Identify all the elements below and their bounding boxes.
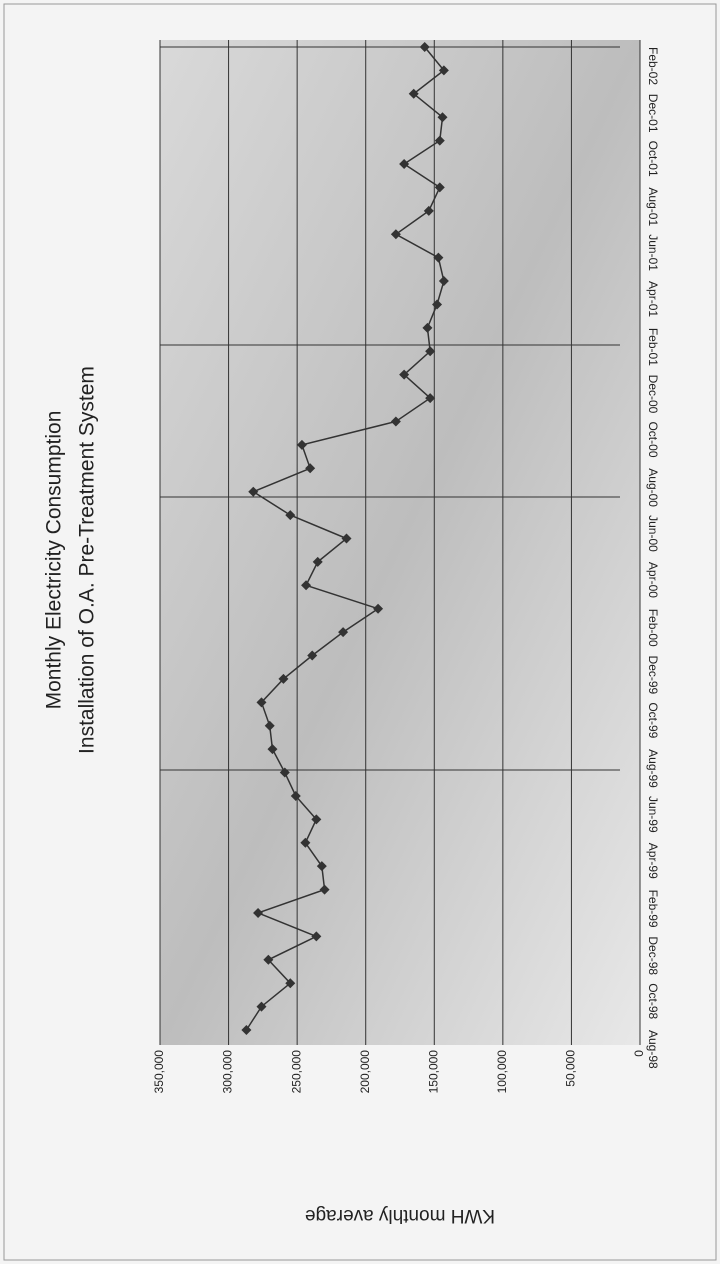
x-tick-label: Aug-99 <box>646 749 660 788</box>
chart-subtitle: Installation of O.A. Pre-Treatment Syste… <box>76 366 99 754</box>
plot-background <box>160 40 640 1045</box>
y-axis-title: KWH monthly average <box>305 1205 495 1226</box>
x-tick-label: Feb-01 <box>646 328 660 366</box>
y-tick-label: 350,000 <box>152 1050 166 1094</box>
x-tick-label: Apr-01 <box>646 281 660 317</box>
x-tick-label: Oct-99 <box>646 702 660 738</box>
y-tick-label: 0 <box>632 1050 646 1057</box>
x-tick-label: Feb-99 <box>646 890 660 928</box>
x-tick-label: Aug-98 <box>646 1030 660 1069</box>
x-tick-label: Dec-01 <box>646 94 660 133</box>
x-tick-label: Oct-98 <box>646 983 660 1019</box>
x-tick-label: Apr-99 <box>646 843 660 879</box>
x-tick-label: Jun-00 <box>646 515 660 552</box>
y-tick-label: 50,000 <box>564 1050 578 1087</box>
chart: Monthly Electricity Consumption Installa… <box>0 0 720 1264</box>
chart-title: Monthly Electricity Consumption <box>43 411 66 710</box>
x-tick-label: Apr-00 <box>646 562 660 598</box>
y-tick-label: 250,000 <box>289 1050 303 1094</box>
x-tick-label: Oct-00 <box>646 421 660 457</box>
x-tick-label: Oct-01 <box>646 141 660 177</box>
x-tick-label: Feb-00 <box>646 609 660 647</box>
y-tick-label: 200,000 <box>358 1050 372 1094</box>
x-tick-label: Aug-01 <box>646 187 660 226</box>
x-tick-label: Aug-00 <box>646 468 660 507</box>
x-tick-label: Jun-01 <box>646 234 660 271</box>
y-tick-label: 150,000 <box>426 1050 440 1094</box>
y-tick-label: 300,000 <box>221 1050 235 1094</box>
x-tick-label: Jun-99 <box>646 796 660 833</box>
x-tick-label: Dec-00 <box>646 375 660 414</box>
x-tick-label: Dec-99 <box>646 656 660 695</box>
y-tick-label: 100,000 <box>495 1050 509 1094</box>
x-tick-label: Dec-98 <box>646 936 660 975</box>
x-tick-label: Feb-02 <box>646 47 660 85</box>
